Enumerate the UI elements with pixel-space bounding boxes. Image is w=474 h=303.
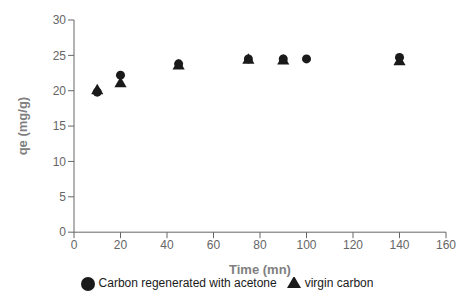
svg-text:Time (mn): Time (mn) [229,262,291,277]
svg-text:100: 100 [296,238,316,252]
svg-text:30: 30 [53,13,67,27]
svg-text:25: 25 [53,49,67,63]
html-text:Carbon regenerated with aceton: Carbon regenerated with acetone [98,276,277,291]
svg-text:60: 60 [207,238,221,252]
svg-text:5: 5 [59,190,66,204]
svg-text:20: 20 [53,84,67,98]
svg-text:20: 20 [114,238,128,252]
svg-text:80: 80 [253,238,267,252]
svg-text:0: 0 [71,238,78,252]
svg-text:0: 0 [59,225,66,239]
html-text:virgin carbon: virgin carbon [304,276,374,291]
svg-text:10: 10 [53,155,67,169]
svg-text:15: 15 [53,119,67,133]
svg-text:120: 120 [343,238,363,252]
svg-text:40: 40 [160,238,174,252]
svg-text:140: 140 [389,238,409,252]
svg-text:qe (mg/g): qe (mg/g) [15,97,30,156]
svg-text:160: 160 [436,238,456,252]
